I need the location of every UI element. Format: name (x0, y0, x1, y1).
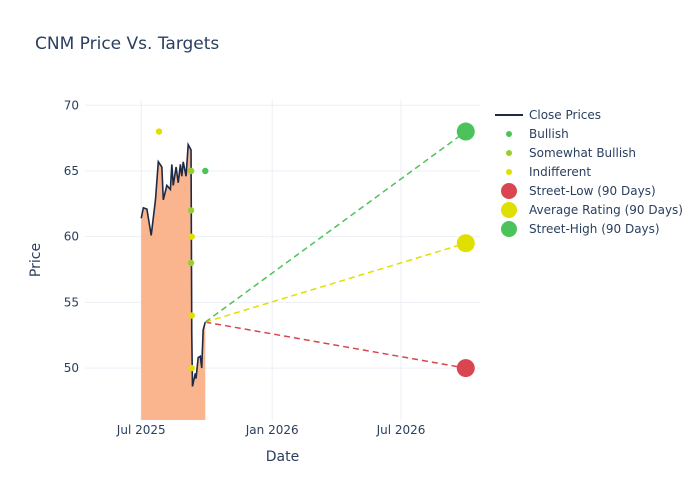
target-marker (456, 359, 475, 378)
rating-point (187, 259, 195, 267)
rating-point (187, 207, 195, 214)
legend-label: Bullish (529, 127, 569, 141)
target-marker (456, 234, 475, 253)
target-line (205, 321, 466, 369)
rating-point (188, 364, 195, 372)
close-price-line (140, 141, 207, 387)
legend-label: Street-Low (90 Days) (529, 184, 656, 198)
y-tick-label: 60 (64, 230, 79, 244)
target-line (205, 242, 466, 323)
y-tick-label: 70 (64, 98, 79, 112)
rating-point (155, 128, 163, 135)
close-price-area (141, 144, 206, 420)
legend-marker-icon (506, 169, 512, 175)
x-tick-label: Jul 2025 (116, 423, 166, 437)
legend-label: Average Rating (90 Days) (529, 203, 683, 217)
rating-point (202, 167, 209, 175)
legend-marker-icon (501, 202, 517, 218)
legend-marker-icon (506, 150, 512, 156)
legend-marker-icon (506, 131, 512, 137)
target-line (204, 130, 467, 323)
chart-title: CNM Price Vs. Targets (35, 34, 220, 54)
y-tick-label: 50 (64, 361, 79, 375)
rating-point (187, 167, 195, 175)
rating-point (188, 233, 195, 240)
legend-marker-icon (501, 221, 517, 237)
legend-label: Street-High (90 Days) (529, 222, 660, 236)
rating-point (188, 312, 195, 319)
legend-label: Close Prices (529, 108, 601, 122)
x-tick-label: Jul 2026 (376, 423, 426, 437)
y-axis-title: Price (28, 243, 44, 277)
x-axis-title: Date (266, 449, 299, 465)
legend-label: Somewhat Bullish (529, 146, 636, 160)
y-tick-label: 65 (64, 164, 79, 178)
target-marker (456, 122, 475, 141)
y-tick-label: 55 (64, 295, 79, 309)
x-tick-label: Jan 2026 (245, 423, 299, 437)
legend-label: Indifferent (529, 165, 591, 179)
legend-marker-icon (501, 183, 517, 199)
